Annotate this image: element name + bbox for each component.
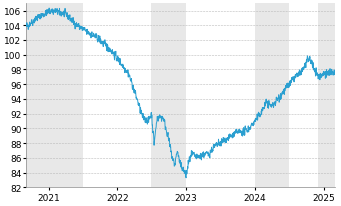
Bar <box>318 4 335 187</box>
Bar <box>255 4 289 187</box>
Bar <box>151 4 186 187</box>
Bar <box>26 4 83 187</box>
